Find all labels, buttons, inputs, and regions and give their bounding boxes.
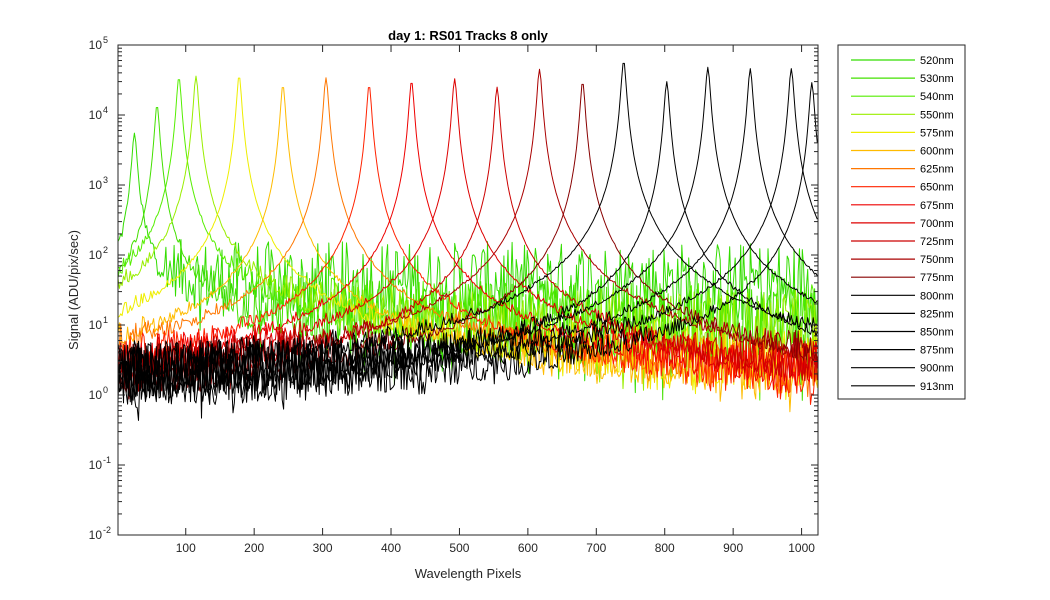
legend-label: 530nm: [920, 73, 954, 85]
legend-label: 825nm: [920, 308, 954, 320]
y-tick-label-base: 10: [89, 528, 103, 542]
x-tick-label: 1000: [788, 541, 815, 555]
y-tick-label-exponent: 5: [103, 35, 108, 45]
legend-label: 900nm: [920, 363, 954, 375]
y-tick-label-exponent: -1: [103, 455, 111, 465]
y-tick-label: 10: [89, 178, 103, 192]
y-tick-label: 10: [89, 248, 103, 262]
y-tick-label: 10: [89, 38, 103, 52]
series-line: [117, 62, 818, 388]
legend: 520nm 530nm 540nm 550nm 575nm 600nm 625nm 650nm…: [837, 44, 966, 400]
y-tick-label: 10: [89, 528, 103, 542]
series-line: [117, 68, 818, 384]
x-tick-label: 800: [655, 541, 675, 555]
legend-label: 625nm: [920, 164, 954, 176]
y-tick-label-base: 10: [89, 458, 103, 472]
y-tick-label-base: 10: [89, 318, 103, 332]
legend-label: 800nm: [920, 290, 954, 302]
y-tick-label-base: 10: [89, 388, 103, 402]
legend-label: 575nm: [920, 127, 954, 139]
y-tick-label: 10: [89, 108, 103, 122]
y-tick-label-base: 10: [89, 178, 103, 192]
y-tick-label-exponent: 0: [103, 385, 108, 395]
y-tick-label-base: 10: [89, 248, 103, 262]
y-tick-label-exponent: 3: [103, 175, 108, 185]
y-tick-label: 10: [89, 458, 103, 472]
x-tick-label: 700: [586, 541, 606, 555]
x-tick-label: 500: [449, 541, 469, 555]
legend-label: 913nm: [920, 381, 954, 393]
x-tick-label: 600: [518, 541, 538, 555]
plot-area: [117, 44, 819, 536]
y-tick-label-base: 10: [89, 38, 103, 52]
legend-label: 850nm: [920, 327, 954, 339]
legend-label: 520nm: [920, 55, 954, 67]
legend-label: 700nm: [920, 218, 954, 230]
y-axis-title: Signal (ADU/pix/sec): [66, 230, 81, 350]
x-axis: 100 200 300 400 500 600 700 800 900 1000: [176, 45, 815, 555]
x-axis-title: Wavelength Pixels: [415, 566, 522, 581]
legend-label: 650nm: [920, 182, 954, 194]
series-lines: [117, 62, 818, 421]
y-tick-label: 10: [89, 388, 103, 402]
x-tick-label: 900: [723, 541, 743, 555]
y-tick-label-base: 10: [89, 108, 103, 122]
legend-label: 750nm: [920, 254, 954, 266]
legend-label: 550nm: [920, 109, 954, 121]
legend-label: 675nm: [920, 200, 954, 212]
legend-label: 540nm: [920, 91, 954, 103]
legend-label: 600nm: [920, 146, 954, 158]
series-line: [117, 82, 818, 421]
legend-label: 725nm: [920, 236, 954, 248]
x-tick-label: 100: [176, 541, 196, 555]
x-tick-label: 400: [381, 541, 401, 555]
series-line: [117, 82, 818, 393]
y-tick-label-exponent: -2: [103, 525, 111, 535]
y-tick-label: 10: [89, 318, 103, 332]
series-line: [117, 66, 818, 401]
y-tick-label-exponent: 2: [103, 245, 108, 255]
legend-label: 875nm: [920, 345, 954, 357]
legend-box: [837, 44, 966, 400]
x-tick-label: 200: [244, 541, 264, 555]
y-tick-label-exponent: 1: [103, 315, 108, 325]
legend-entries: 520nm 530nm 540nm 550nm 575nm 600nm 625nm 650nm…: [851, 55, 954, 393]
x-tick-label: 300: [313, 541, 333, 555]
y-tick-label-exponent: 4: [103, 105, 108, 115]
legend-label: 775nm: [920, 272, 954, 284]
chart-title: day 1: RS01 Tracks 8 only: [388, 28, 548, 43]
axes-box: [117, 44, 819, 536]
